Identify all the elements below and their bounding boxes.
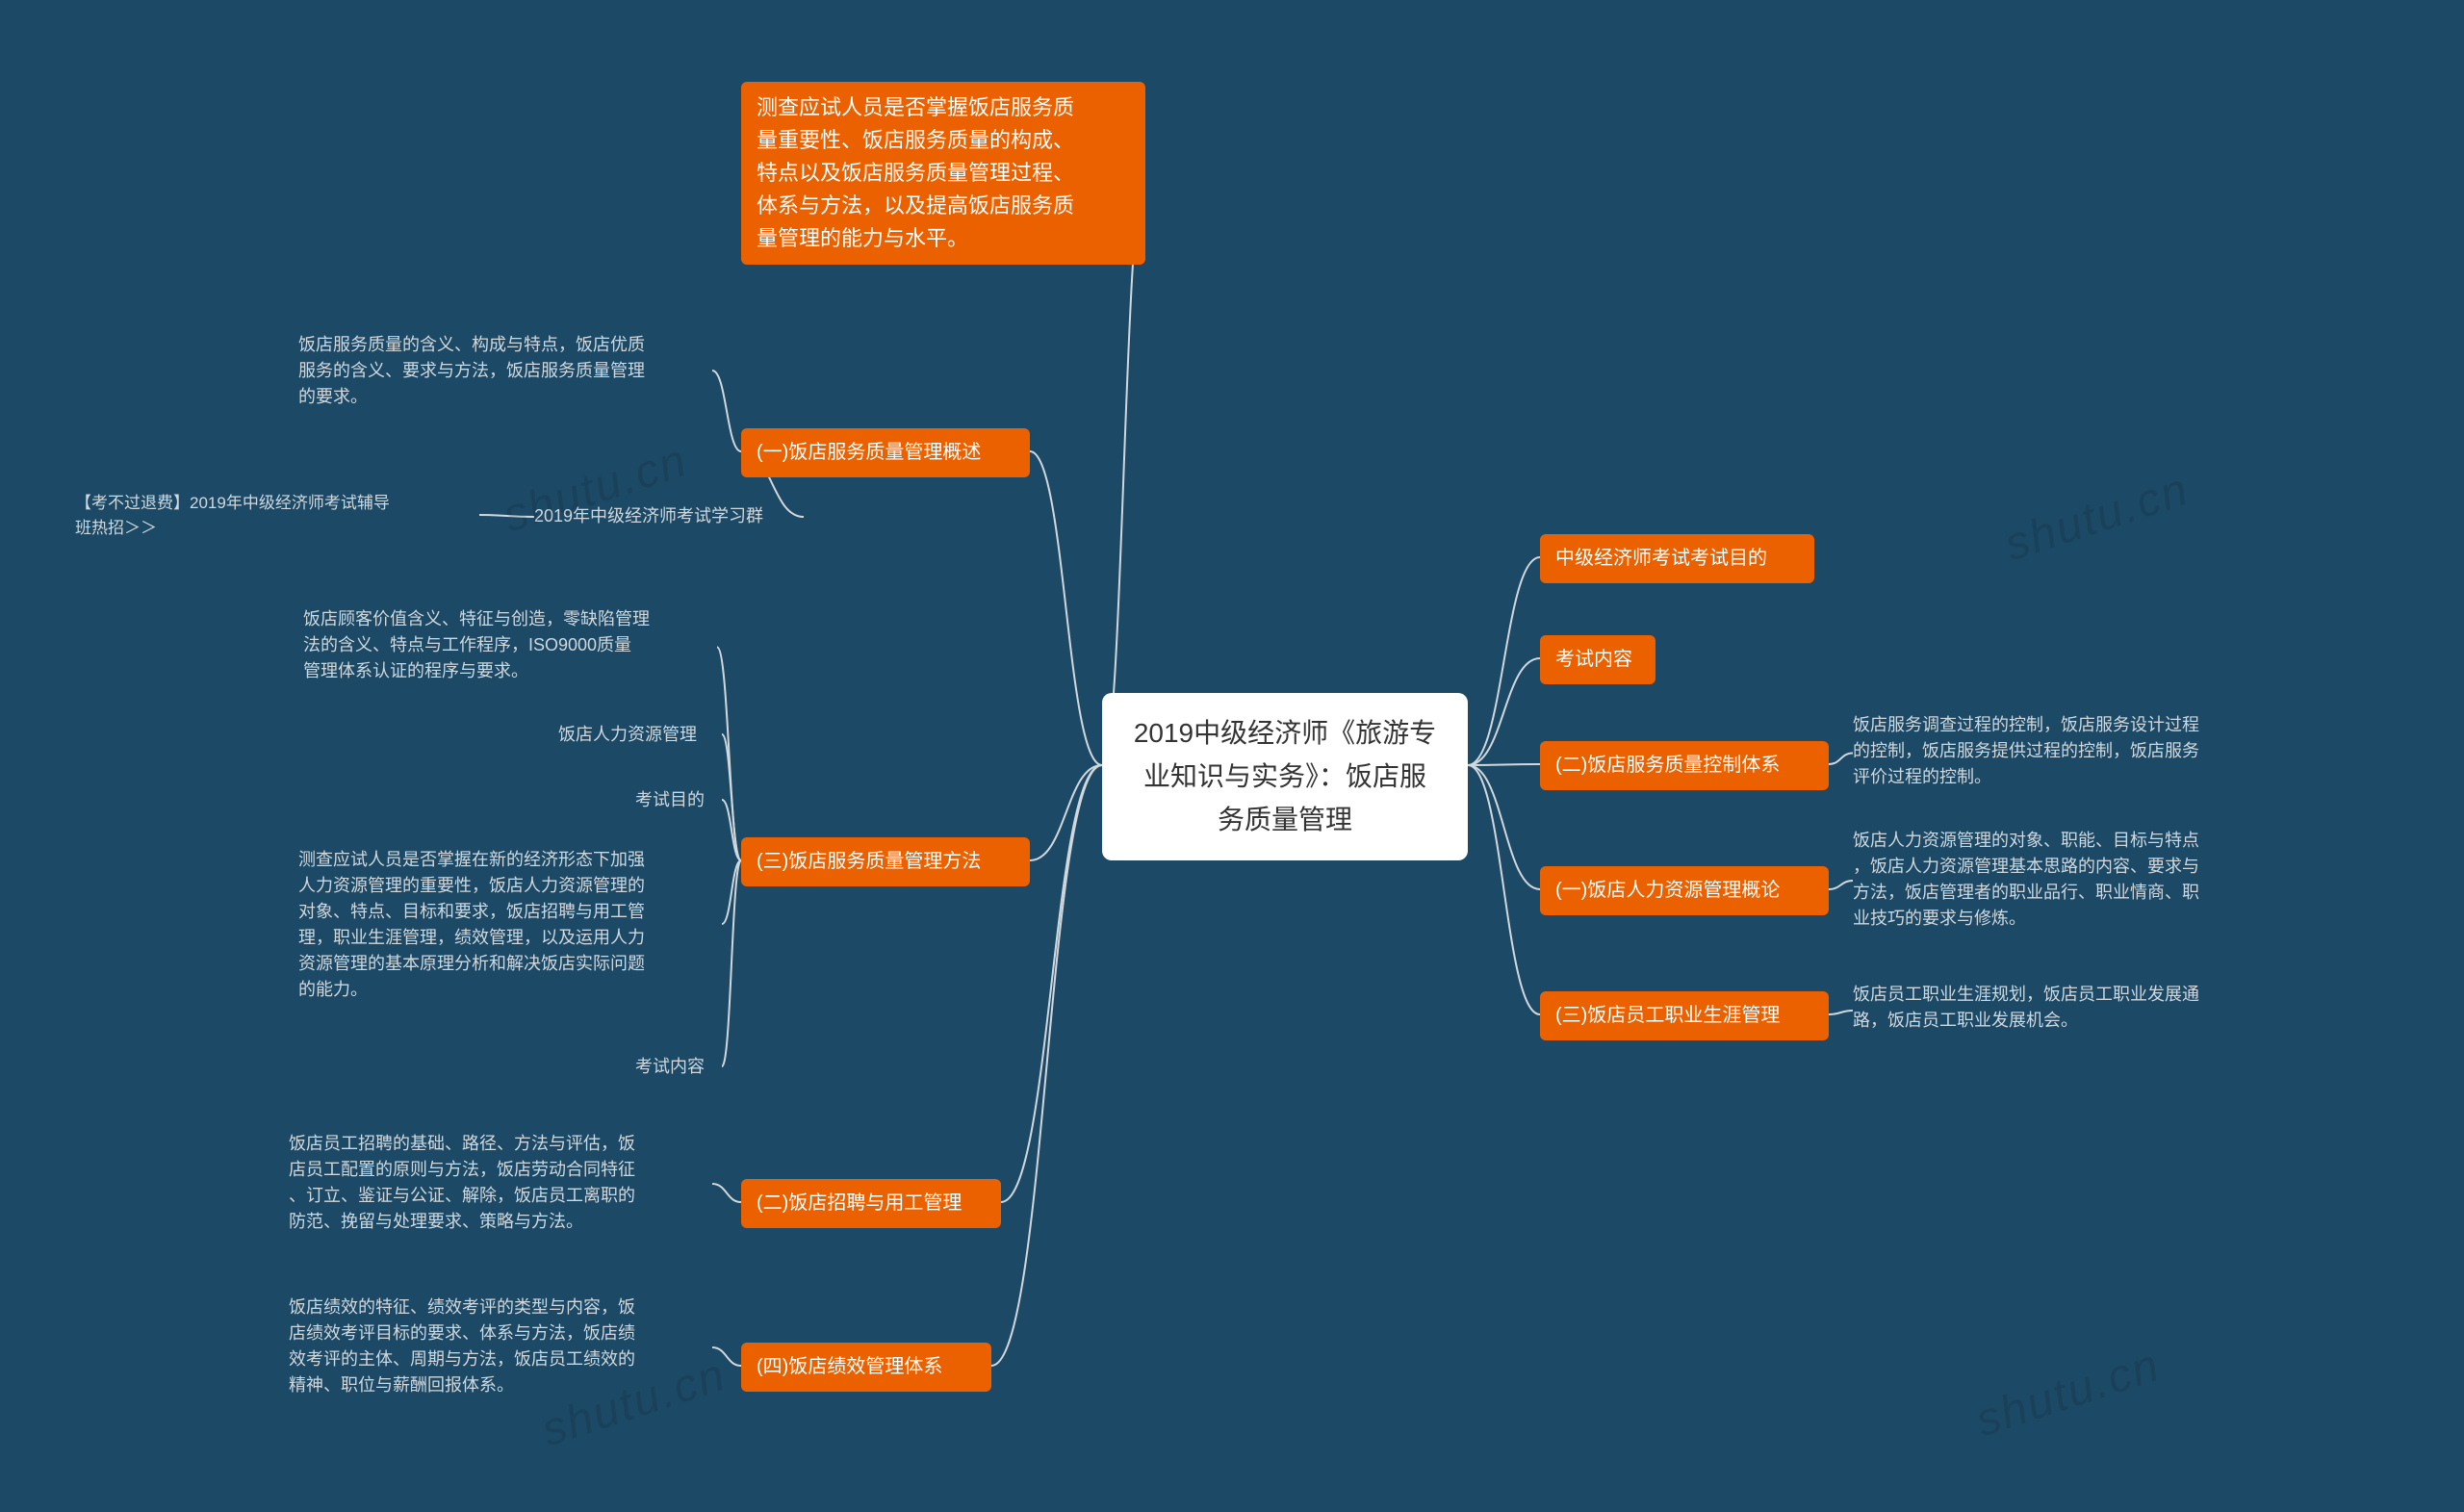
node-r3[interactable]: (二)饭店服务质量控制体系 bbox=[1540, 741, 1829, 790]
node-r4[interactable]: (一)饭店人力资源管理概论 bbox=[1540, 866, 1829, 915]
connector bbox=[722, 860, 741, 924]
node-l1_b_sub: 【考不过退费】2019年中级经济师考试辅导 班热招＞＞ bbox=[75, 491, 479, 540]
node-r5_a: 饭店员工职业生涯规划，饭店员工职业发展通 路，饭店员工职业发展机会。 bbox=[1853, 982, 2267, 1034]
connector bbox=[1102, 178, 1145, 765]
node-l1_a: 饭店服务质量的含义、构成与特点，饭店优质 服务的含义、要求与方法，饭店服务质量管… bbox=[298, 332, 712, 410]
node-l3_d: 测查应试人员是否掌握在新的经济形态下加强 人力资源管理的重要性，饭店人力资源管理… bbox=[298, 847, 722, 1003]
node-r1[interactable]: 中级经济师考试考试目的 bbox=[1540, 534, 1814, 583]
connector bbox=[1001, 765, 1102, 1202]
node-r3_a: 饭店服务调查过程的控制，饭店服务设计过程 的控制，饭店服务提供过程的控制，饭店服… bbox=[1853, 712, 2267, 790]
connector bbox=[1468, 658, 1540, 765]
connector bbox=[1468, 557, 1540, 765]
node-r4_a: 饭店人力资源管理的对象、职能、目标与特点 ，饭店人力资源管理基本思路的内容、要求… bbox=[1853, 828, 2276, 932]
connector bbox=[722, 800, 741, 860]
node-l2b_a: 饭店员工招聘的基础、路径、方法与评估，饭 店员工配置的原则与方法，饭店劳动合同特… bbox=[289, 1131, 712, 1235]
node-l3_a: 饭店顾客价值含义、特征与创造，零缺陷管理 法的含义、特点与工作程序，ISO900… bbox=[303, 606, 717, 684]
watermark: shutu.cn bbox=[1969, 1339, 2167, 1448]
watermark: shutu.cn bbox=[1998, 463, 2195, 572]
connector bbox=[1030, 451, 1102, 765]
mindmap-canvas: 2019中级经济师《旅游专 业知识与实务》：饭店服 务质量管理测查应试人员是否掌… bbox=[0, 0, 2464, 1512]
connector bbox=[1030, 765, 1102, 860]
connector bbox=[722, 734, 741, 860]
node-l3[interactable]: (三)饭店服务质量管理方法 bbox=[741, 837, 1030, 886]
connector bbox=[1468, 764, 1540, 765]
node-l1[interactable]: (一)饭店服务质量管理概述 bbox=[741, 428, 1030, 477]
node-l2b[interactable]: (二)饭店招聘与用工管理 bbox=[741, 1179, 1001, 1228]
node-r2[interactable]: 考试内容 bbox=[1540, 635, 1656, 684]
node-l4[interactable]: (四)饭店绩效管理体系 bbox=[741, 1343, 991, 1392]
node-r5[interactable]: (三)饭店员工职业生涯管理 bbox=[1540, 991, 1829, 1040]
connector bbox=[1468, 765, 1540, 889]
connector bbox=[722, 860, 741, 1066]
connector bbox=[1829, 754, 1853, 765]
connector bbox=[712, 1184, 741, 1202]
connector bbox=[1829, 1011, 1853, 1014]
connector bbox=[712, 371, 741, 451]
connector bbox=[1468, 765, 1540, 1014]
node-l3_c: 考试目的 bbox=[635, 787, 722, 813]
node-top_block[interactable]: 测查应试人员是否掌握饭店服务质 量重要性、饭店服务质量的构成、 特点以及饭店服务… bbox=[741, 82, 1145, 265]
connector bbox=[1829, 881, 1853, 889]
connector bbox=[717, 648, 741, 861]
node-l3_b: 饭店人力资源管理 bbox=[558, 722, 722, 748]
center-node[interactable]: 2019中级经济师《旅游专 业知识与实务》：饭店服 务质量管理 bbox=[1102, 693, 1468, 860]
node-l3_e: 考试内容 bbox=[635, 1054, 722, 1080]
